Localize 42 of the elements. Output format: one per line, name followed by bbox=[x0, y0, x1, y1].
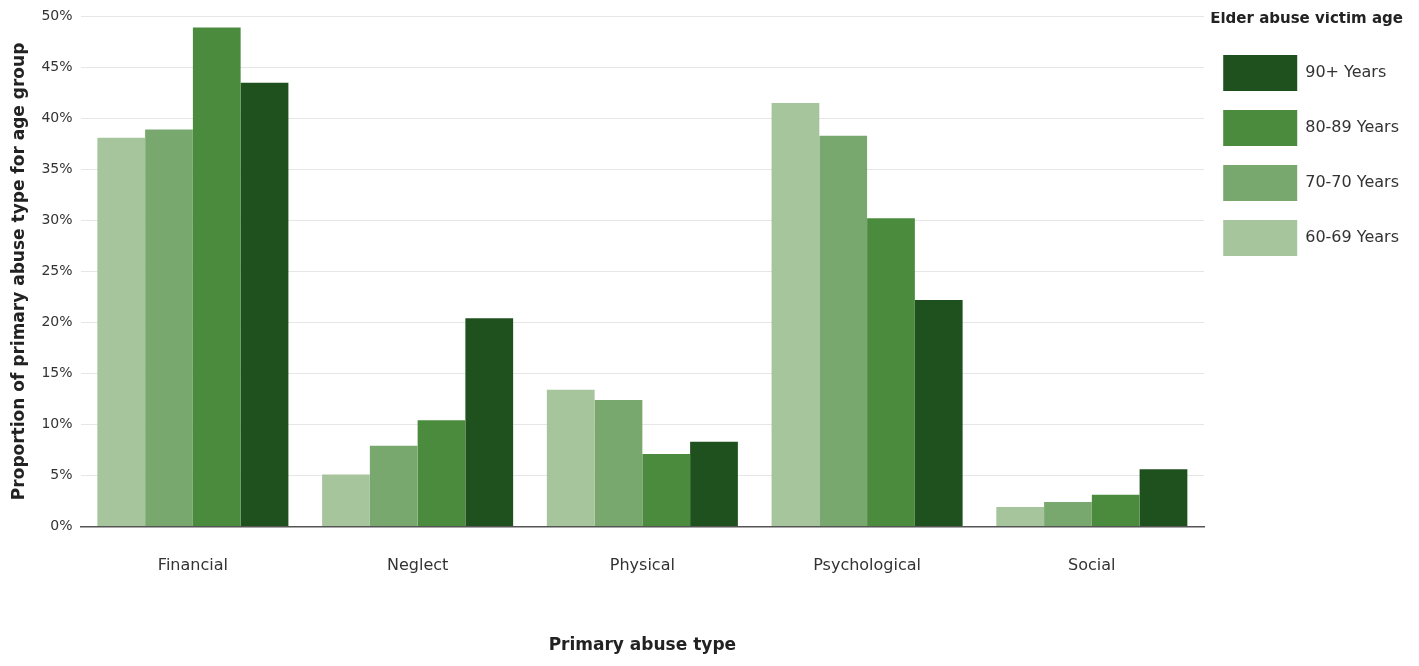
legend-label: 60-69 Years bbox=[1305, 227, 1400, 247]
bar bbox=[465, 318, 514, 526]
legend-label: 90+ Years bbox=[1305, 62, 1387, 82]
bar bbox=[771, 103, 820, 526]
y-tick-label: 30% bbox=[41, 211, 73, 228]
x-tick-label: Neglect bbox=[386, 555, 449, 575]
bar bbox=[1139, 469, 1188, 526]
x-axis-title: Primary abuse type bbox=[548, 634, 737, 655]
x-tick-label: Financial bbox=[157, 555, 228, 575]
bar bbox=[642, 453, 691, 526]
bar bbox=[145, 129, 193, 526]
bar bbox=[192, 27, 241, 526]
y-tick-label: 50% bbox=[41, 7, 73, 24]
bar bbox=[690, 441, 738, 526]
bar bbox=[322, 474, 370, 526]
bar bbox=[867, 218, 915, 526]
y-tick-label: 0% bbox=[50, 517, 73, 534]
bar bbox=[594, 399, 643, 526]
y-tick-label: 20% bbox=[41, 313, 73, 330]
bar bbox=[97, 137, 146, 526]
bar bbox=[546, 389, 595, 526]
bar bbox=[996, 507, 1045, 526]
bar bbox=[240, 82, 289, 526]
bar bbox=[914, 299, 963, 526]
bar bbox=[1091, 494, 1140, 526]
y-tick-label: 40% bbox=[41, 109, 73, 126]
y-tick-label: 25% bbox=[41, 262, 73, 279]
bar bbox=[1044, 501, 1092, 526]
y-tick-label: 35% bbox=[41, 160, 73, 177]
x-tick-label: Physical bbox=[609, 555, 675, 575]
y-tick-label: 10% bbox=[41, 415, 73, 432]
legend-label: 80-89 Years bbox=[1305, 117, 1400, 137]
x-tick-label: Psychological bbox=[813, 555, 921, 575]
bar bbox=[369, 445, 418, 526]
x-tick-label: Social bbox=[1068, 555, 1116, 575]
legend-label: 70-70 Years bbox=[1305, 172, 1400, 192]
y-tick-label: 15% bbox=[41, 364, 73, 381]
y-tick-label: 5% bbox=[50, 466, 73, 483]
bar bbox=[819, 135, 868, 526]
bar bbox=[417, 420, 466, 526]
y-tick-label: 45% bbox=[41, 58, 73, 75]
y-axis-title: Proportion of primary abuse type for age group bbox=[7, 42, 28, 501]
